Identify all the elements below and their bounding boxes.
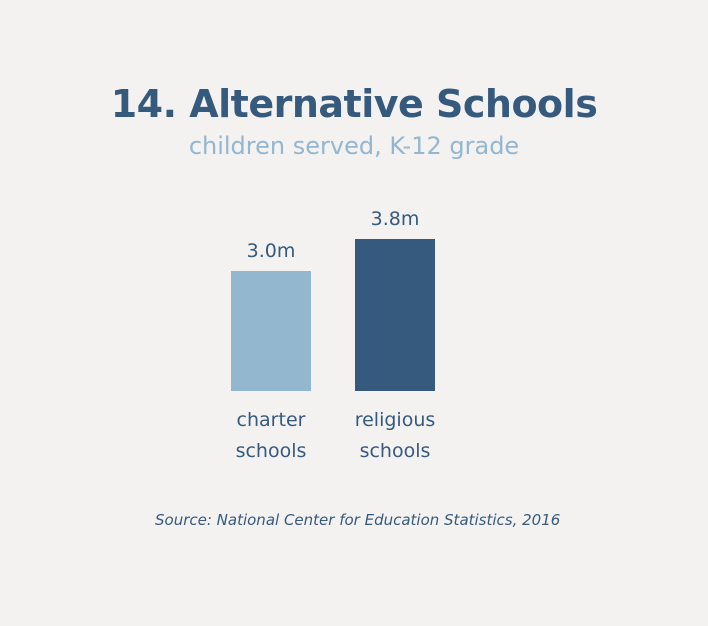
category-label-1-line-0: religious [355,409,436,431]
bar-1 [355,239,435,391]
chart-subtitle: children served, K-12 grade [188,132,520,160]
value-label-1: 3.8m [371,208,420,230]
category-label-0-line-1: schools [236,440,307,462]
value-label-0: 3.0m [247,240,296,262]
bar-0 [231,271,311,391]
category-label-0-line-0: charter [237,409,306,431]
category-label-1-line-1: schools [360,440,431,462]
source-note: Source: National Center for Education St… [155,511,561,529]
chart-title: 14. Alternative Schools [110,82,598,126]
